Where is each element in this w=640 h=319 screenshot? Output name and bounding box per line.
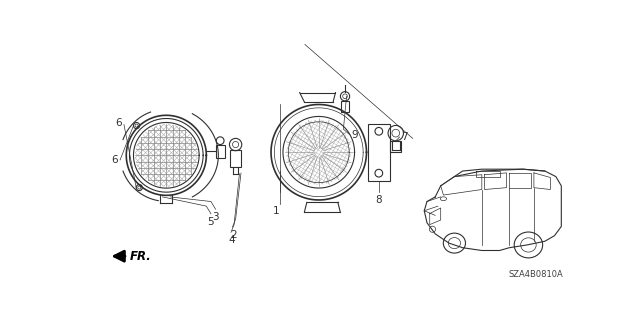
Bar bbox=[390, 141, 401, 152]
Bar bbox=[216, 145, 225, 158]
Text: 4: 4 bbox=[228, 235, 235, 245]
Bar bbox=[368, 123, 390, 181]
Text: SZA4B0810A: SZA4B0810A bbox=[508, 270, 563, 278]
Text: 3: 3 bbox=[212, 212, 219, 222]
Text: FR.: FR. bbox=[130, 250, 152, 263]
Bar bbox=[341, 101, 349, 112]
Text: 6: 6 bbox=[115, 118, 122, 128]
Bar bbox=[230, 150, 241, 167]
Text: 5: 5 bbox=[207, 217, 214, 227]
Text: 1: 1 bbox=[273, 206, 279, 216]
Text: 6: 6 bbox=[111, 155, 118, 165]
Text: 8: 8 bbox=[376, 195, 382, 205]
Text: 7: 7 bbox=[401, 132, 408, 142]
Text: 2: 2 bbox=[230, 230, 237, 240]
Text: 9: 9 bbox=[351, 130, 358, 139]
